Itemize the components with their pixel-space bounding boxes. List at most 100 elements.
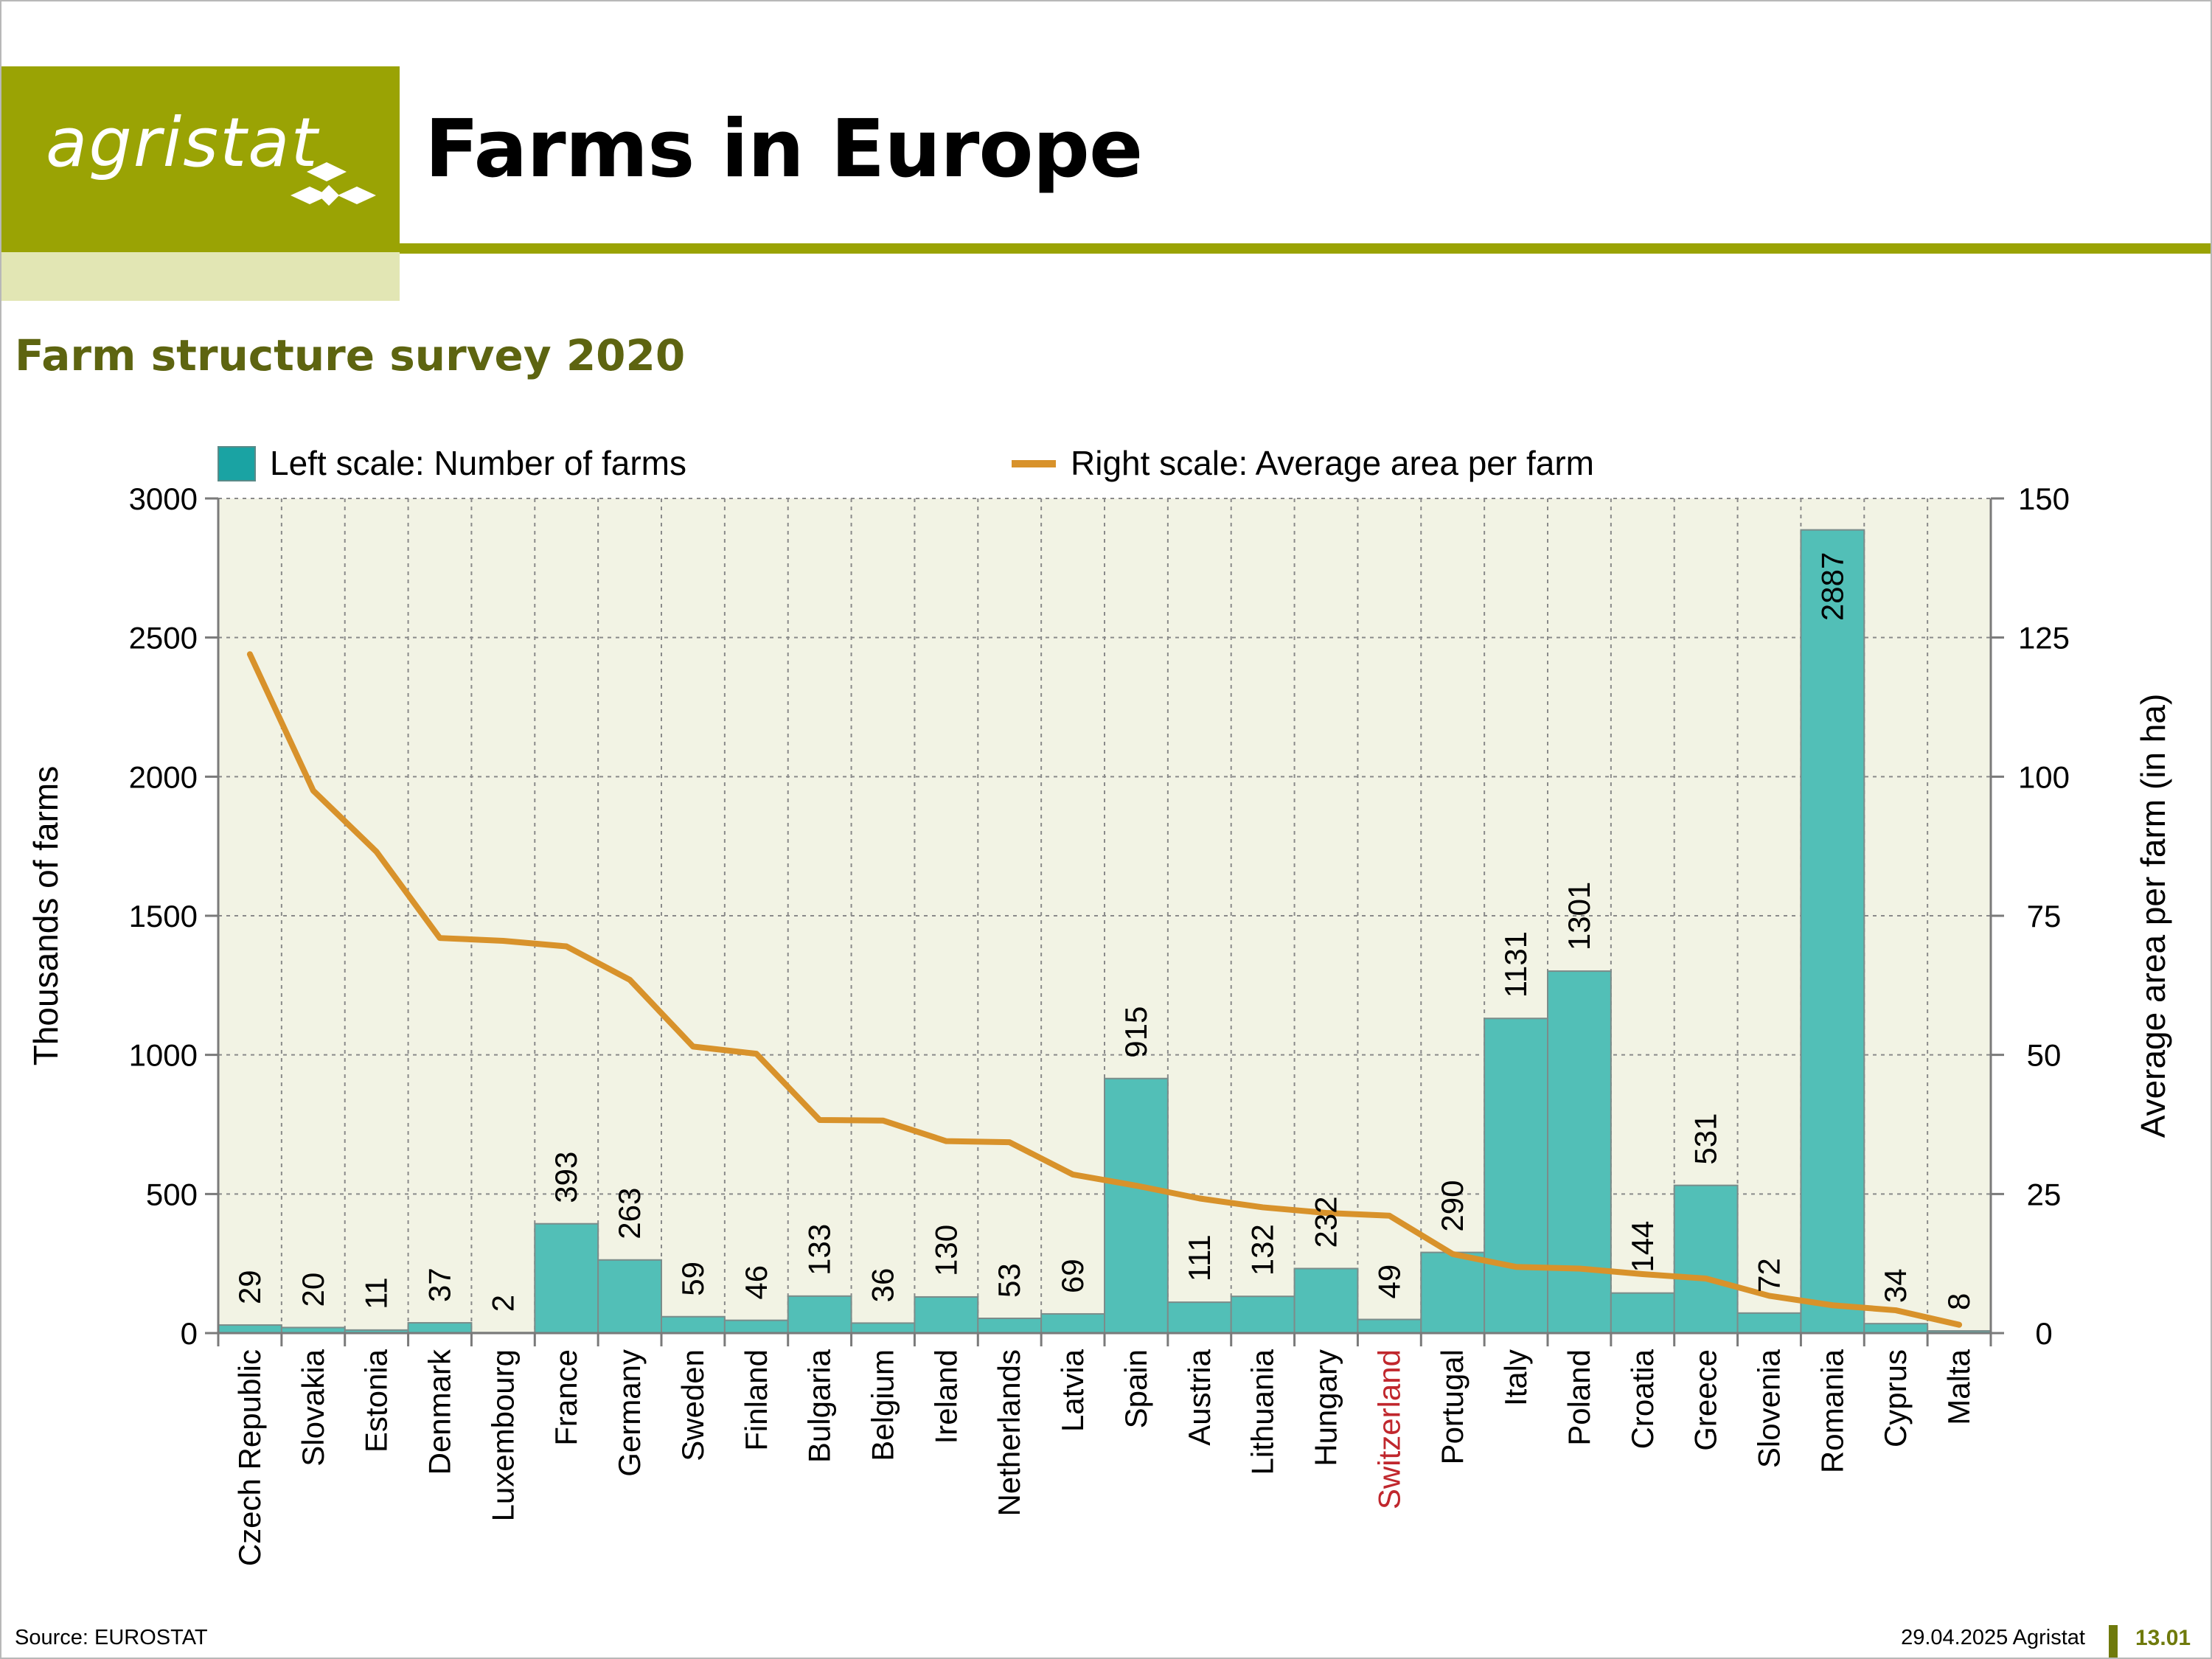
bar-value-label: 36 bbox=[866, 1268, 900, 1303]
grid-lines bbox=[218, 498, 1992, 1334]
bar-value-label: 46 bbox=[739, 1265, 773, 1300]
bar-value-label: 263 bbox=[612, 1188, 647, 1239]
bar-value-label: 69 bbox=[1055, 1259, 1090, 1293]
bar-value-label: 53 bbox=[992, 1263, 1026, 1298]
bar-value-label: 37 bbox=[422, 1267, 457, 1302]
bar-value-label: 531 bbox=[1688, 1113, 1723, 1165]
bar-netherlands bbox=[977, 1318, 1043, 1335]
x-label-belgium: Belgium bbox=[866, 1349, 900, 1461]
bar-value-label: 232 bbox=[1309, 1196, 1343, 1248]
right-tick-label: 150 bbox=[2018, 481, 2070, 516]
bar-lithuania bbox=[1230, 1295, 1295, 1335]
bar-belgium bbox=[850, 1322, 916, 1335]
logo-text: agristat bbox=[46, 103, 319, 182]
bar-latvia bbox=[1040, 1312, 1105, 1334]
bar-value-labels: 29 20 11 37 2 393 263 59 46 133 36 130 53 69 915 111 132… bbox=[232, 552, 1976, 1312]
page-title: Farms in Europe bbox=[425, 103, 1143, 195]
left-axis-title: Thousands of farms bbox=[27, 766, 65, 1066]
source-note: Source: EUROSTAT bbox=[15, 1626, 208, 1649]
bar-value-label: 393 bbox=[549, 1152, 583, 1203]
footer-divider bbox=[2109, 1625, 2118, 1658]
bar-value-label: 34 bbox=[1878, 1268, 1913, 1303]
right-tick-label: 0 bbox=[2035, 1316, 2052, 1351]
x-label-netherlands: Netherlands bbox=[992, 1349, 1026, 1516]
bar-value-label: 1301 bbox=[1562, 882, 1596, 950]
x-label-hungary: Hungary bbox=[1309, 1349, 1343, 1467]
bar-bulgaria bbox=[787, 1295, 852, 1335]
bar-value-label: 130 bbox=[928, 1225, 963, 1276]
x-label-portugal: Portugal bbox=[1435, 1349, 1470, 1464]
left-tick-label: 1500 bbox=[129, 899, 198, 933]
page-number: 13.01 bbox=[2135, 1626, 2191, 1650]
left-tick-label: 2500 bbox=[129, 621, 198, 655]
footer-date: 29.04.2025 Agristat bbox=[1901, 1626, 2085, 1649]
bar-portugal bbox=[1420, 1251, 1486, 1335]
left-tick-label: 1000 bbox=[129, 1038, 198, 1073]
bar-value-label: 49 bbox=[1371, 1265, 1406, 1299]
bar-spain bbox=[1104, 1077, 1169, 1334]
right-tick-label: 25 bbox=[2027, 1177, 2062, 1211]
bar-sweden bbox=[661, 1315, 726, 1334]
x-tick-labels: Czech Republic Slovakia Estonia Denmark Luxe… bbox=[232, 1349, 1976, 1566]
bar-value-label: 915 bbox=[1119, 1006, 1153, 1058]
x-label-estonia: Estonia bbox=[359, 1349, 394, 1453]
x-label-ireland: Ireland bbox=[928, 1349, 963, 1444]
x-label-denmark: Denmark bbox=[422, 1349, 457, 1475]
bar-italy bbox=[1484, 1018, 1548, 1334]
legend-bar-label: Left scale: Number of farms bbox=[270, 444, 686, 482]
x-label-romania: Romania bbox=[1815, 1349, 1849, 1473]
bar-value-label: 1131 bbox=[1498, 931, 1533, 998]
x-label-cyprus: Cyprus bbox=[1878, 1349, 1913, 1447]
left-tick-label: 3000 bbox=[129, 481, 198, 516]
x-label-malta: Malta bbox=[1941, 1349, 1976, 1425]
bar-value-label: 29 bbox=[232, 1270, 267, 1304]
bar-hungary bbox=[1293, 1267, 1359, 1334]
left-tick-label: 2000 bbox=[129, 759, 198, 794]
bar-poland bbox=[1547, 970, 1612, 1335]
bar-cyprus bbox=[1863, 1323, 1929, 1334]
x-label-lithuania: Lithuania bbox=[1245, 1349, 1280, 1475]
bar-value-label: 2 bbox=[485, 1295, 520, 1312]
bar-denmark bbox=[407, 1322, 473, 1335]
x-label-slovakia: Slovakia bbox=[296, 1349, 330, 1466]
x-label-slovenia: Slovenia bbox=[1752, 1349, 1787, 1468]
bar-value-label: 59 bbox=[675, 1262, 710, 1296]
bar-finland bbox=[723, 1319, 789, 1335]
bar-czech-republic bbox=[218, 1324, 282, 1335]
bar-value-label: 72 bbox=[1752, 1258, 1787, 1293]
bar-value-label: 20 bbox=[296, 1273, 330, 1307]
x-label-germany: Germany bbox=[612, 1349, 647, 1477]
bar-value-label: 111 bbox=[1182, 1234, 1217, 1281]
left-tick-label: 500 bbox=[146, 1177, 198, 1211]
x-label-latvia: Latvia bbox=[1055, 1349, 1090, 1432]
x-label-spain: Spain bbox=[1119, 1349, 1153, 1428]
x-label-finland: Finland bbox=[739, 1349, 773, 1451]
x-label-sweden: Sweden bbox=[675, 1349, 710, 1461]
area-per-farm-line bbox=[246, 651, 1963, 1328]
bar-austria bbox=[1166, 1301, 1232, 1334]
bar-value-label: 8 bbox=[1941, 1293, 1976, 1310]
x-label-switzerland: Switzerland bbox=[1371, 1349, 1406, 1509]
bar-value-label: 132 bbox=[1245, 1224, 1280, 1276]
right-tick-label: 100 bbox=[2018, 759, 2070, 794]
right-tick-label: 75 bbox=[2027, 899, 2062, 933]
x-label-poland: Poland bbox=[1562, 1349, 1596, 1446]
chart-subtitle: Farm structure survey 2020 bbox=[15, 330, 686, 380]
x-label-luxembourg: Luxembourg bbox=[485, 1349, 520, 1521]
right-y-ticks: 0 25 50 75 100 125 150 bbox=[1991, 481, 2070, 1351]
legend-line-label: Right scale: Average area per farm bbox=[1071, 444, 1594, 482]
x-label-italy: Italy bbox=[1498, 1349, 1533, 1406]
header-rule bbox=[400, 243, 2211, 254]
bar-germany bbox=[597, 1259, 663, 1335]
right-tick-label: 125 bbox=[2018, 621, 2070, 655]
legend-bar-swatch bbox=[218, 446, 256, 481]
bar-romania bbox=[1800, 529, 1865, 1334]
farms-chart: 29 20 11 37 2 393 263 59 46 133 36 130 53 69 915 111 132… bbox=[27, 444, 2172, 1566]
logo-underlay bbox=[1, 252, 400, 301]
x-label-austria: Austria bbox=[1182, 1349, 1217, 1445]
x-label-czech-republic: Czech Republic bbox=[232, 1349, 267, 1566]
right-tick-label: 50 bbox=[2027, 1038, 2062, 1073]
logo-box bbox=[1, 66, 400, 252]
bar-slovenia bbox=[1736, 1312, 1802, 1335]
bar-value-label: 133 bbox=[802, 1224, 837, 1276]
